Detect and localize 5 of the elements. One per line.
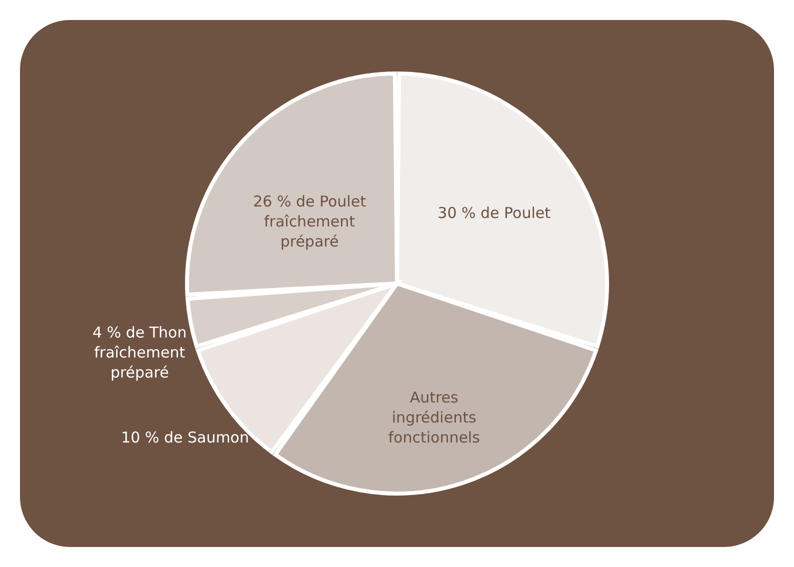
slice-label: 4 % de Thon fraîchement préparé bbox=[92, 324, 187, 382]
slice-label: 10 % de Saumon bbox=[121, 428, 249, 446]
slice-label: Autres ingrédients fonctionnels bbox=[388, 388, 480, 447]
slice-label: 30 % de Poulet bbox=[438, 204, 551, 222]
slice-label: 26 % de Poulet fraîchement préparé bbox=[253, 192, 366, 250]
